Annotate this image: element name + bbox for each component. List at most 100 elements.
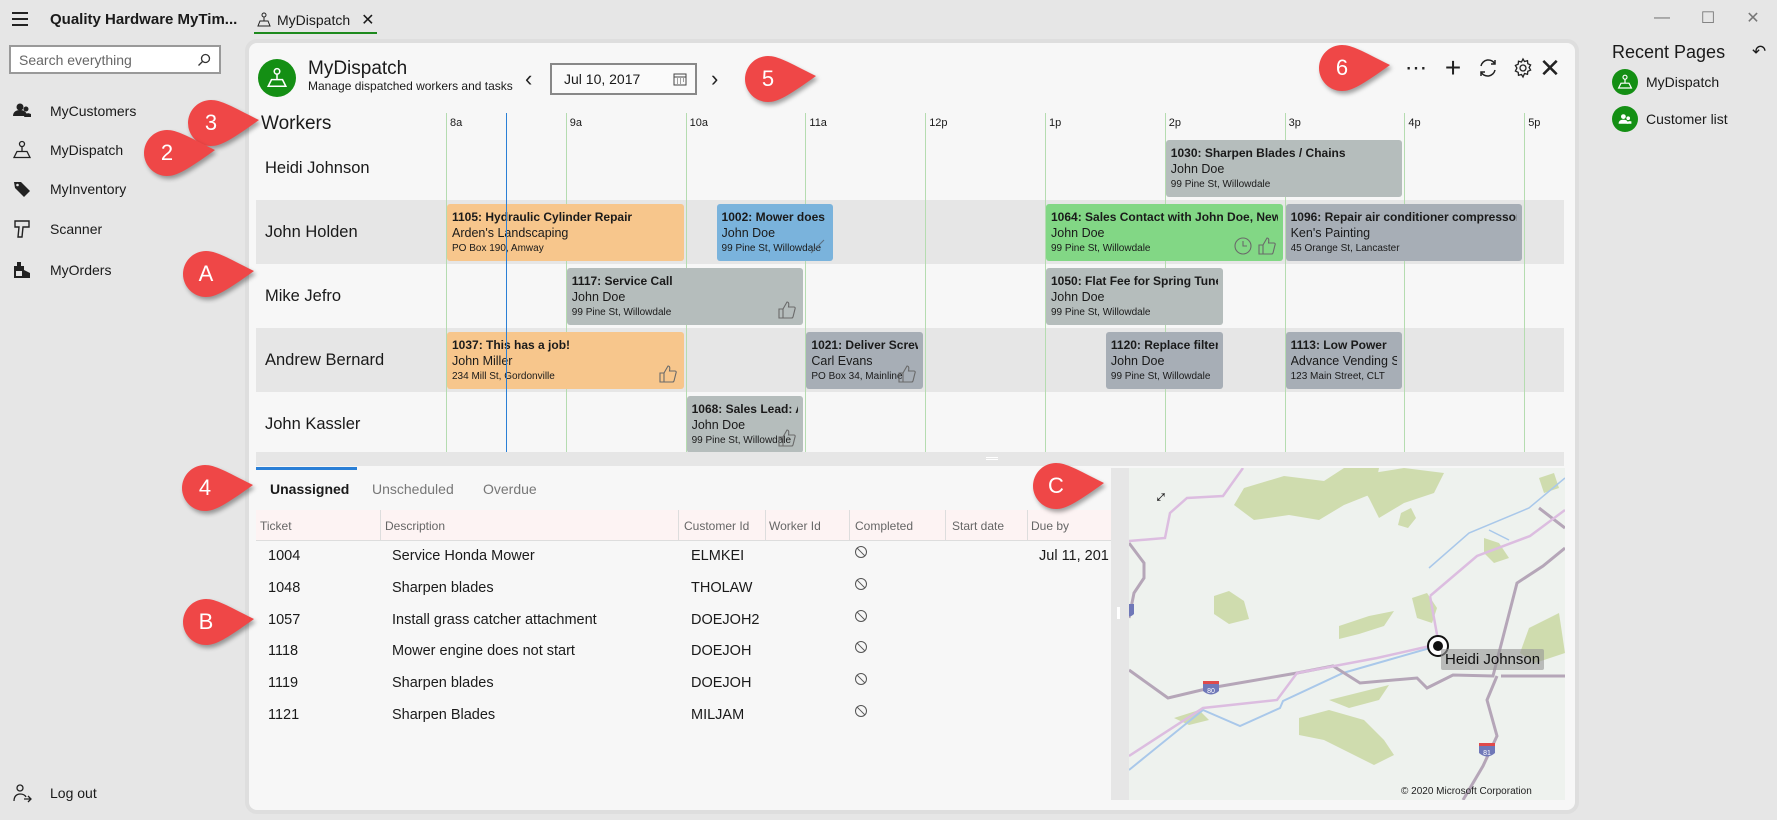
not-completed-icon bbox=[854, 704, 868, 723]
horizontal-splitter[interactable] bbox=[256, 452, 1564, 466]
task-card[interactable]: 1050: Flat Fee for Spring Tune John Doe 99… bbox=[1046, 268, 1223, 325]
task-card[interactable]: 1068: Sales Lead: A John Doe 99 Pine St, W… bbox=[686, 396, 804, 453]
column-divider[interactable] bbox=[678, 510, 679, 541]
date-picker[interactable]: Jul 10, 2017 bbox=[550, 63, 697, 95]
column-divider[interactable] bbox=[765, 510, 766, 541]
column-header-due-by[interactable]: Due by bbox=[1031, 519, 1070, 533]
tab-overdue[interactable]: Overdue bbox=[483, 481, 537, 497]
task-card[interactable]: 1096: Repair air conditioner compressor K… bbox=[1285, 204, 1523, 261]
table-row[interactable] bbox=[256, 574, 1111, 605]
column-divider[interactable] bbox=[849, 510, 850, 541]
hour-label: 2p bbox=[1168, 117, 1182, 129]
task-card[interactable]: 1002: Mower does John Doe 99 Pine St, Will… bbox=[716, 204, 834, 261]
annotation-marker: 3 bbox=[186, 98, 286, 154]
worker-name[interactable]: Andrew Bernard bbox=[265, 350, 385, 369]
recent-item-mydispatch[interactable]: MyDispatch bbox=[1612, 67, 1719, 97]
task-title: 1117: Service Call bbox=[571, 274, 673, 288]
nav-item-mycustomers[interactable]: MyCustomers bbox=[12, 96, 212, 126]
task-title: 1050: Flat Fee for Spring Tune bbox=[1051, 274, 1218, 288]
search-input[interactable]: Search everything bbox=[9, 45, 221, 74]
column-divider[interactable] bbox=[380, 510, 381, 541]
map-view[interactable]: 80 81 Heidi Johnson ↕ © 2020 Microsoft C… bbox=[1129, 468, 1565, 800]
column-header-worker-id[interactable]: Worker Id bbox=[769, 519, 821, 533]
worker-name[interactable]: John Holden bbox=[265, 222, 358, 241]
close-window-button[interactable]: ✕ bbox=[1746, 10, 1760, 27]
worker-name[interactable]: Heidi Johnson bbox=[265, 158, 370, 177]
next-day-button[interactable]: › bbox=[711, 66, 719, 91]
worker-name[interactable]: John Kassler bbox=[265, 414, 361, 433]
hour-label: 9a bbox=[569, 117, 583, 129]
maximize-button[interactable]: ☐ bbox=[1700, 10, 1716, 27]
more-options-button[interactable]: ⋯ bbox=[1405, 55, 1427, 80]
cell-customer-id: DOEJOH bbox=[691, 643, 752, 660]
task-card[interactable]: 1064: Sales Contact with John Doe, New Jo… bbox=[1046, 204, 1283, 261]
logout-button[interactable]: Log out bbox=[12, 778, 212, 808]
hour-gridline bbox=[805, 113, 807, 452]
marker-label: Heidi Johnson bbox=[1441, 649, 1545, 670]
cell-customer-id: THOLAW bbox=[691, 579, 753, 596]
add-button[interactable]: + bbox=[1444, 52, 1462, 83]
task-card[interactable]: 1030: Sharpen Blades / Chains John Doe 99 … bbox=[1165, 140, 1403, 197]
table-row[interactable] bbox=[256, 701, 1111, 732]
column-divider[interactable] bbox=[1027, 510, 1028, 541]
tab-mydispatch[interactable]: MyDispatch ✕ bbox=[254, 8, 377, 34]
clock-icon bbox=[1234, 237, 1252, 255]
nav-label: Scanner bbox=[50, 221, 103, 237]
active-tab-indicator bbox=[256, 467, 357, 470]
column-header-start-date[interactable]: Start date bbox=[952, 519, 1005, 533]
task-address: 99 Pine St, Willowdale bbox=[1051, 243, 1151, 254]
hour-gridline bbox=[1045, 113, 1046, 452]
annotation-marker: B bbox=[181, 597, 281, 653]
minimize-button[interactable]: — bbox=[1654, 9, 1670, 26]
task-card[interactable]: 1117: Service Call John Doe 99 Pine St, Wi… bbox=[566, 268, 804, 325]
nav-item-myinventory[interactable]: MyInventory bbox=[12, 174, 212, 204]
task-card[interactable]: 1037: This has a job! John Miller 234 Mill… bbox=[447, 332, 684, 389]
column-header-description[interactable]: Description bbox=[385, 519, 446, 533]
hour-gridline bbox=[446, 113, 447, 452]
table-row[interactable] bbox=[256, 542, 1111, 573]
column-divider[interactable] bbox=[945, 510, 946, 541]
vertical-splitter[interactable] bbox=[1111, 468, 1129, 800]
cell-ticket: 1118 bbox=[268, 643, 299, 660]
tab-unassigned[interactable]: Unassigned bbox=[270, 481, 350, 497]
table-row[interactable] bbox=[256, 606, 1111, 637]
worker-name[interactable]: Mike Jefro bbox=[265, 286, 342, 305]
logout-label: Log out bbox=[50, 785, 97, 801]
hour-gridline bbox=[1404, 113, 1406, 452]
not-completed-icon bbox=[854, 609, 868, 628]
column-header-customer-id[interactable]: Customer Id bbox=[684, 519, 750, 533]
date-value: Jul 10, 2017 bbox=[564, 71, 641, 87]
refresh-button[interactable] bbox=[1474, 54, 1502, 82]
task-address: 99 Pine St, Willowdale bbox=[1051, 307, 1151, 318]
dispatch-icon bbox=[12, 140, 32, 159]
task-customer: John Doe bbox=[1051, 290, 1105, 304]
svg-text:81: 81 bbox=[1483, 750, 1491, 757]
task-card[interactable]: 1120: Replace filter John Doe 99 Pine St, … bbox=[1105, 332, 1223, 389]
task-card[interactable]: 1021: Deliver Screw Carl Evans PO Box 34, … bbox=[806, 332, 924, 389]
settings-button[interactable] bbox=[1509, 54, 1537, 82]
column-header-completed[interactable]: Completed bbox=[855, 519, 914, 533]
tab-unscheduled[interactable]: Unscheduled bbox=[372, 481, 454, 497]
column-header-ticket[interactable]: Ticket bbox=[260, 519, 292, 533]
task-card[interactable]: 1113: Low Power Advance Vending So 123 Mai… bbox=[1285, 332, 1403, 389]
previous-day-button[interactable]: ‹ bbox=[525, 66, 533, 91]
hamburger-menu-button[interactable] bbox=[12, 12, 28, 26]
task-card[interactable]: 1105: Hydraulic Cylinder Repair Arden's L… bbox=[447, 204, 684, 261]
table-row[interactable] bbox=[256, 669, 1111, 700]
nav-item-scanner[interactable]: Scanner bbox=[12, 214, 212, 244]
nav-item-myorders[interactable]: MyOrders bbox=[12, 255, 212, 285]
task-title: 1021: Deliver Screw bbox=[811, 338, 919, 352]
close-page-button[interactable]: ✕ bbox=[1539, 52, 1561, 83]
task-customer: John Doe bbox=[1110, 354, 1165, 368]
task-customer: Advance Vending So bbox=[1290, 354, 1398, 368]
task-customer: John Doe bbox=[1170, 162, 1225, 176]
checkmark-icon bbox=[810, 239, 825, 254]
recent-item-customer-list[interactable]: Customer list bbox=[1612, 104, 1728, 134]
cell-description: Service Honda Mower bbox=[392, 548, 535, 564]
undo-icon[interactable]: ↶ bbox=[1752, 42, 1767, 61]
page-title: MyDispatch bbox=[308, 58, 408, 79]
table-row[interactable] bbox=[256, 637, 1111, 668]
close-tab-icon[interactable]: ✕ bbox=[361, 12, 375, 29]
annotation-marker: C bbox=[1031, 461, 1131, 517]
nav-item-mydispatch[interactable]: MyDispatch bbox=[12, 135, 212, 165]
